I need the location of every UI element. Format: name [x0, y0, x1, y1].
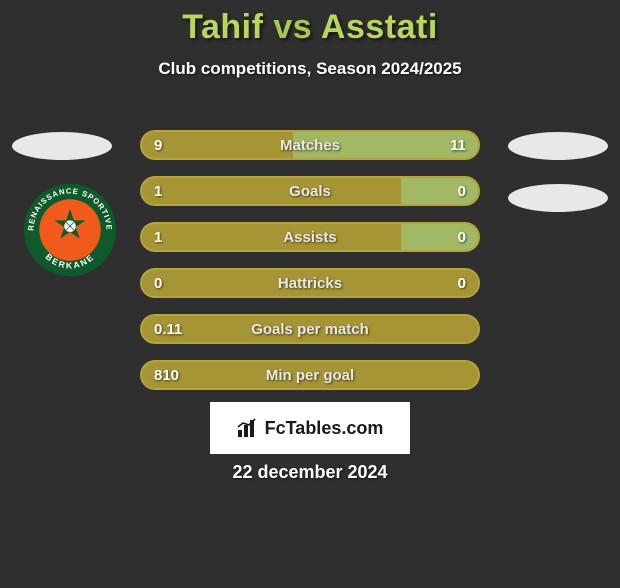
stat-row-assists: Assists1 0 [140, 222, 480, 252]
stat-row-matches: Matches9 11 [140, 130, 480, 160]
stats-panel: Matches911Goals10Assists10Hattricks00Goa… [140, 130, 480, 406]
stat-right-value: 0 [458, 178, 466, 204]
stat-row-goals-per-match: Goals per match0.11 [140, 314, 480, 344]
title-player-b: Asstati [321, 8, 438, 46]
subtitle: Club competitions, Season 2024/2025 [0, 59, 620, 79]
player-b-club-placeholder [508, 184, 608, 212]
stat-left-value: 810 [154, 362, 179, 388]
date: 22 december 2024 [0, 462, 620, 483]
stat-label: Goals [142, 178, 478, 204]
fctables-text: FcTables.com [265, 418, 384, 439]
title-player-a: Tahif [182, 8, 263, 46]
stat-left-value: 0 [154, 270, 162, 296]
page-title: Tahif vs Asstati [0, 8, 620, 47]
player-b-photo-placeholder [508, 132, 608, 160]
stat-label: Min per goal [142, 362, 478, 388]
stat-right-value: 0 [458, 224, 466, 250]
stat-right-value: 11 [450, 132, 466, 158]
player-a-photo-placeholder [12, 132, 112, 160]
club-badge: RENAISSANCE SPORTIVE BERKANE [22, 182, 118, 278]
stat-label: Hattricks [142, 270, 478, 296]
stat-left-value: 0.11 [154, 316, 182, 342]
stat-label: Goals per match [142, 316, 478, 342]
stat-right-value: 0 [458, 270, 466, 296]
stat-label: Matches [142, 132, 478, 158]
fctables-attribution: FcTables.com [210, 402, 410, 454]
stat-left-value: 1 [154, 224, 162, 250]
stat-row-hattricks: Hattricks0 0 [140, 268, 480, 298]
stat-left-value: 1 [154, 178, 162, 204]
stat-row-goals: Goals1 0 [140, 176, 480, 206]
stat-row-min-per-goal: Min per goal810 [140, 360, 480, 390]
stat-left-value: 9 [154, 132, 162, 158]
bar-chart-icon [237, 418, 259, 438]
stat-label: Assists [142, 224, 478, 250]
title-vs: vs [273, 8, 312, 46]
